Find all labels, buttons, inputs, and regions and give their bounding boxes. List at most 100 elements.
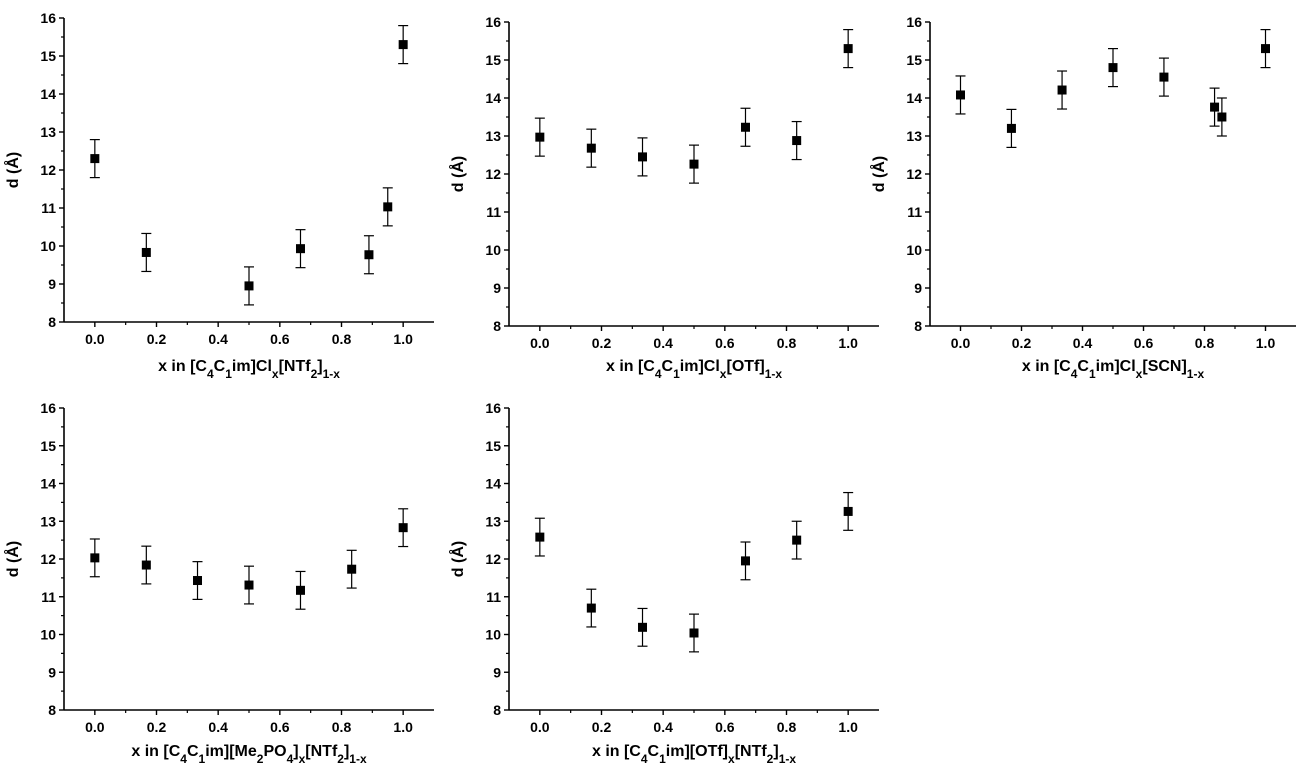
chart-4-svg: 8 9 10 11 12 13 14 15 16 0.0 0.2 0.4 0.6 0.8 1.0 d (Å) x… <box>3 400 434 766</box>
chart-2-y-tick-label: 10 <box>485 242 501 258</box>
chart-3-x-tick-label: 1.0 <box>1256 335 1276 351</box>
chart-3-y-tick-label: 9 <box>914 280 922 296</box>
chart-4-x-tick-label: 0.6 <box>270 719 290 735</box>
chart-2-svg: 8 9 10 11 12 13 14 15 16 0.0 0.2 0.4 0.6 0.8 1.0 d (Å) x… <box>448 14 879 381</box>
chart-5-data-point <box>792 535 802 545</box>
chart-2-data-point <box>638 152 648 162</box>
chart-4-data-point <box>193 576 203 586</box>
chart-2-y-tick-label: 8 <box>493 318 501 334</box>
chart-5-y-tick-label: 9 <box>493 664 501 680</box>
chart-3-y-tick-label: 11 <box>907 204 922 220</box>
chart-5-data-point <box>638 622 648 632</box>
chart-3-x-tick-label: 0.6 <box>1134 335 1154 351</box>
chart-5-y-tick-label: 16 <box>485 400 501 416</box>
chart-1-y-tick-label: 9 <box>48 276 56 292</box>
chart-3-x-tick-label: 0.0 <box>951 335 971 351</box>
chart-panel-2: 8 9 10 11 12 13 14 15 16 0.0 0.2 0.4 0.6 0.8 1.0 d (Å) x… <box>445 0 885 381</box>
chart-2-x-tick-label: 1.0 <box>838 335 858 351</box>
chart-2-y-tick-label: 13 <box>485 128 501 144</box>
chart-4-y-tick-label: 16 <box>40 400 56 416</box>
chart-3-y-tick-label: 16 <box>906 14 922 30</box>
chart-1-y-tick-label: 12 <box>40 162 56 178</box>
chart-5-svg: 8 9 10 11 12 13 14 15 16 0.0 0.2 0.4 0.6 0.8 1.0 d (Å) x… <box>448 400 879 766</box>
chart-2-x-tick-label: 0.6 <box>715 335 735 351</box>
chart-5-y-tick-label: 11 <box>486 589 501 605</box>
chart-5-x-tick-label: 0.0 <box>530 719 550 735</box>
chart-3-x-axis-title: x in [C4C1im]Clx[SCN]1-x <box>1022 358 1205 381</box>
chart-4-x-tick-label: 0.2 <box>147 719 167 735</box>
chart-5-y-tick-label: 13 <box>485 513 501 529</box>
chart-panel-1: 8 9 10 11 12 13 14 15 16 0.0 0.2 0.4 0.6 0.8 1.0 d (Å) x… <box>0 0 440 381</box>
chart-2-x-axis-title: x in [C4C1im]Clx[OTf]1-x <box>606 358 782 381</box>
chart-1-y-tick-label: 16 <box>40 10 56 26</box>
chart-1-x-axis-title: x in [C4C1im]Clx[NTf2]1-x <box>158 358 340 381</box>
chart-4-data-point <box>141 560 151 570</box>
chart-4-y-tick-label: 11 <box>41 589 56 605</box>
chart-2-data-point <box>740 122 750 132</box>
chart-2-y-axis-title: d (Å) <box>448 156 467 192</box>
chart-1-data-point <box>295 244 305 254</box>
chart-5-x-tick-label: 1.0 <box>838 719 858 735</box>
chart-4-x-tick-label: 0.4 <box>208 719 228 735</box>
chart-1-y-axis-title: d (Å) <box>3 152 22 188</box>
chart-4-data-point <box>347 564 357 574</box>
chart-3-data-point <box>1261 44 1270 54</box>
chart-3-y-tick-label: 13 <box>906 128 922 144</box>
chart-4-y-tick-label: 8 <box>48 702 56 718</box>
chart-5-y-tick-label: 12 <box>485 551 501 567</box>
chart-5-y-axis-title: d (Å) <box>448 541 467 577</box>
chart-1-y-tick-label: 14 <box>40 86 56 102</box>
chart-4-data-point <box>295 585 305 595</box>
chart-5-x-axis-title: x in [C4C1im][OTf]x[NTf2]1-x <box>592 743 796 766</box>
chart-2-data-point <box>843 44 853 54</box>
chart-3-data-point <box>1108 63 1118 73</box>
chart-3-x-tick-label: 0.4 <box>1073 335 1093 351</box>
chart-1-y-tick-label: 15 <box>40 48 56 64</box>
chart-5-data-point <box>586 603 596 613</box>
chart-4-y-tick-label: 9 <box>48 664 56 680</box>
chart-3-y-tick-label: 10 <box>906 242 922 258</box>
chart-3-data-point <box>1057 85 1067 95</box>
chart-1-svg: 8 9 10 11 12 13 14 15 16 0.0 0.2 0.4 0.6 0.8 1.0 d (Å) x… <box>3 10 434 381</box>
chart-4-y-tick-label: 10 <box>40 627 56 643</box>
chart-2-x-tick-label: 0.8 <box>777 335 797 351</box>
chart-1-x-tick-label: 0.8 <box>332 331 352 347</box>
chart-5-data-point <box>740 556 750 566</box>
chart-1-data-point <box>244 281 254 291</box>
chart-1-data-point <box>90 154 100 164</box>
chart-5-data-point <box>843 506 853 516</box>
chart-2-y-tick-label: 14 <box>485 90 501 106</box>
chart-4-data-point <box>90 553 100 563</box>
chart-4-x-tick-label: 0.0 <box>85 719 105 735</box>
chart-5-data-point <box>689 628 699 638</box>
chart-4-x-axis-title: x in [C4C1im][Me2PO4]x[NTf2]1-x <box>131 743 367 766</box>
chart-1-y-tick-label: 11 <box>41 200 56 216</box>
chart-5-x-tick-label: 0.6 <box>715 719 735 735</box>
chart-5-y-tick-label: 10 <box>485 627 501 643</box>
chart-2-x-tick-label: 0.0 <box>530 335 550 351</box>
chart-1-data-point <box>364 250 374 260</box>
chart-2-data-point <box>535 132 545 142</box>
chart-5-x-tick-label: 0.2 <box>592 719 612 735</box>
chart-2-data-point <box>689 159 699 169</box>
chart-2-y-tick-label: 15 <box>485 52 501 68</box>
chart-1-data-point <box>141 247 151 257</box>
chart-3-x-tick-label: 0.2 <box>1012 335 1032 351</box>
chart-3-data-point <box>1006 123 1016 133</box>
chart-1-x-tick-label: 0.6 <box>270 331 290 347</box>
chart-5-x-tick-label: 0.8 <box>777 719 797 735</box>
chart-1-x-tick-label: 0.4 <box>208 331 228 347</box>
chart-panel-5: 8 9 10 11 12 13 14 15 16 0.0 0.2 0.4 0.6 0.8 1.0 d (Å) x… <box>445 390 885 766</box>
chart-2-y-tick-label: 11 <box>486 204 501 220</box>
chart-3-data-point <box>956 90 965 100</box>
chart-4-x-tick-label: 1.0 <box>393 719 413 735</box>
chart-3-data-point <box>1217 112 1227 122</box>
chart-5-data-point <box>535 532 545 542</box>
chart-3-svg: 8 9 10 11 12 13 14 15 16 0.0 0.2 0.4 0.6 0.8 1.0 d (Å) x… <box>869 14 1296 381</box>
chart-1-x-tick-label: 0.0 <box>85 331 105 347</box>
chart-panel-3: 8 9 10 11 12 13 14 15 16 0.0 0.2 0.4 0.6 0.8 1.0 d (Å) x… <box>869 0 1300 381</box>
chart-5-y-tick-label: 14 <box>485 476 501 492</box>
chart-2-y-tick-label: 9 <box>493 280 501 296</box>
chart-2-y-tick-label: 12 <box>485 166 501 182</box>
chart-2-x-tick-label: 0.2 <box>592 335 612 351</box>
